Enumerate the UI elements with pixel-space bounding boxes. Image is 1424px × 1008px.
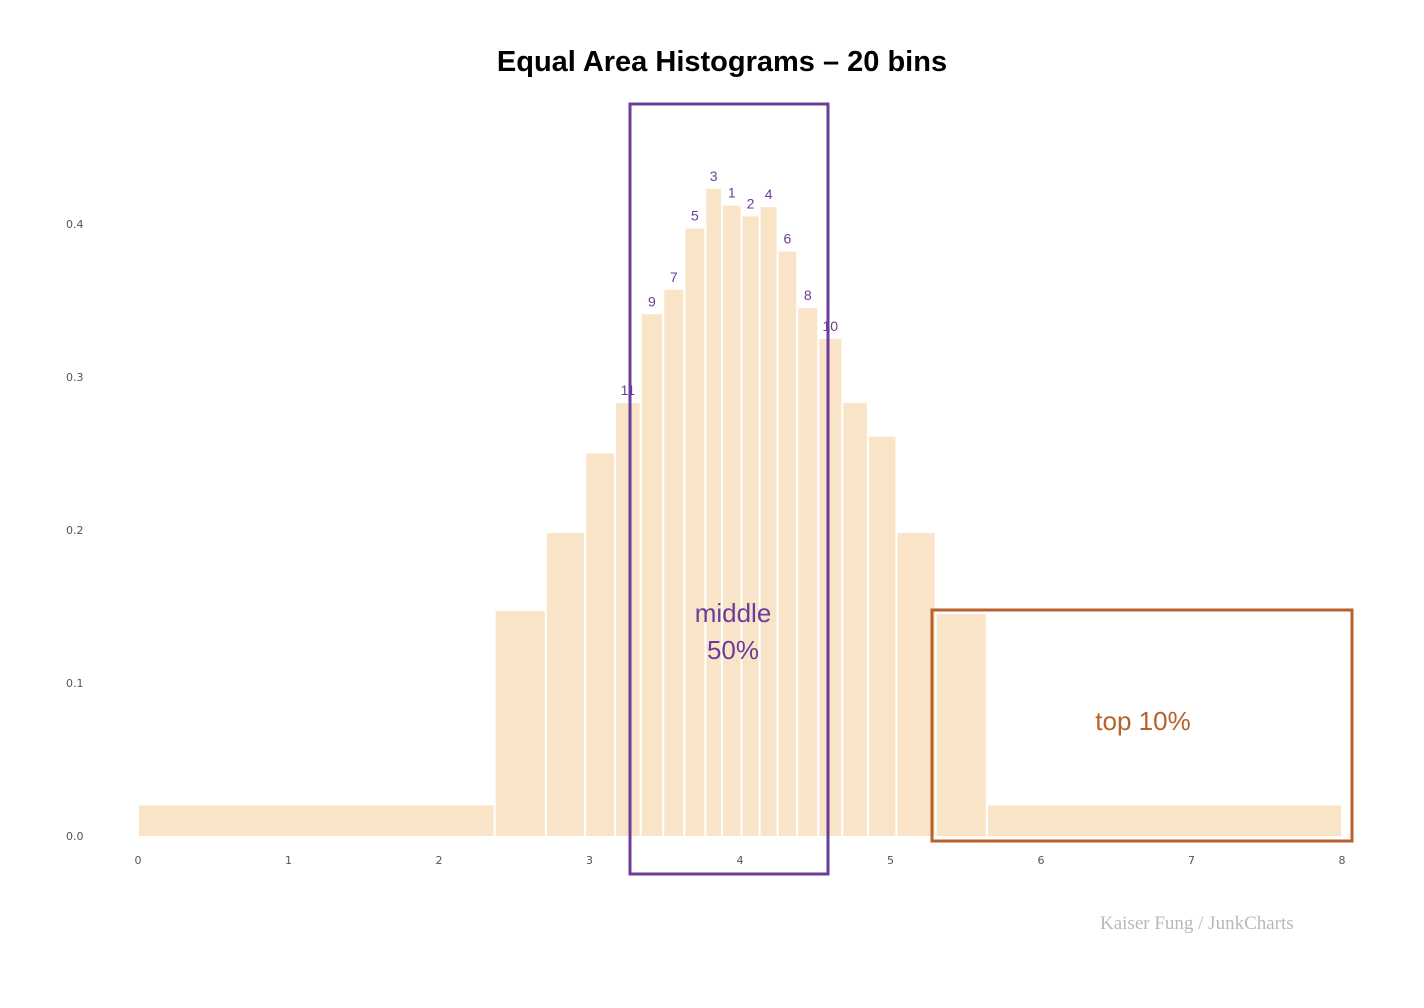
histogram-bar (778, 251, 797, 837)
x-tick-label: 1 (285, 854, 292, 867)
y-axis: 0.0 0.1 0.2 0.3 0.4 (66, 218, 84, 843)
y-tick-label: 0.3 (66, 371, 84, 384)
histogram-bar (495, 611, 545, 836)
x-tick-label: 6 (1038, 854, 1045, 867)
y-tick-label: 0.1 (66, 677, 84, 690)
histogram-bar (936, 614, 986, 836)
chart-title: Equal Area Histograms – 20 bins (496, 46, 948, 78)
x-tick-label: 4 (737, 854, 744, 867)
bar-rank-label: 5 (691, 208, 699, 224)
bar-rank-label: 6 (784, 231, 792, 247)
y-tick-label: 0.4 (66, 218, 84, 231)
bar-rank-label: 4 (765, 186, 773, 202)
histogram-bar (139, 805, 494, 836)
bar-rank-label: 3 (710, 168, 718, 184)
y-tick-label: 0.2 (66, 524, 84, 537)
x-tick-label: 7 (1188, 854, 1195, 867)
bar-rank-label: 11 (621, 382, 636, 398)
histogram-bar (843, 403, 867, 836)
histogram-bar (616, 403, 640, 836)
histogram-bar (546, 533, 584, 836)
histogram-bar (685, 228, 705, 837)
histogram-bar (641, 314, 663, 836)
bar-rank-label: 2 (747, 195, 755, 211)
y-tick-label: 0.0 (66, 830, 84, 843)
top-10-box (930, 608, 1354, 843)
bar-rank-label: 7 (670, 269, 678, 285)
bar-rank-label: 8 (804, 287, 812, 303)
bar-rank-label: 9 (648, 293, 656, 309)
top-10-label: top 10% (1095, 706, 1190, 736)
histogram-bars (139, 188, 1341, 837)
x-axis: 0 1 2 3 4 5 6 7 8 (135, 854, 1346, 867)
credit-text: Kaiser Fung / JunkCharts (1100, 913, 1294, 934)
x-tick-label: 2 (436, 854, 443, 867)
histogram-bar (798, 308, 818, 836)
middle-50-box (628, 102, 830, 876)
histogram-bar (897, 533, 935, 836)
histogram-bar (987, 805, 1341, 836)
middle-label-line1: middle (695, 598, 772, 628)
histogram-bar (742, 216, 759, 837)
histogram-bar (706, 188, 721, 836)
bar-rank-label: 1 (728, 185, 736, 201)
histogram-bar (722, 205, 741, 836)
histogram-bar (868, 436, 896, 836)
x-tick-label: 8 (1339, 854, 1346, 867)
histogram-bar (760, 207, 777, 837)
bar-rank-label: 10 (823, 318, 839, 334)
middle-label-line2: 50% (707, 635, 759, 665)
x-tick-label: 3 (586, 854, 593, 867)
x-tick-label: 5 (887, 854, 894, 867)
histogram-bar (819, 338, 842, 836)
histogram-bar (664, 289, 684, 836)
histogram-bar (585, 453, 615, 836)
x-tick-label: 0 (135, 854, 142, 867)
